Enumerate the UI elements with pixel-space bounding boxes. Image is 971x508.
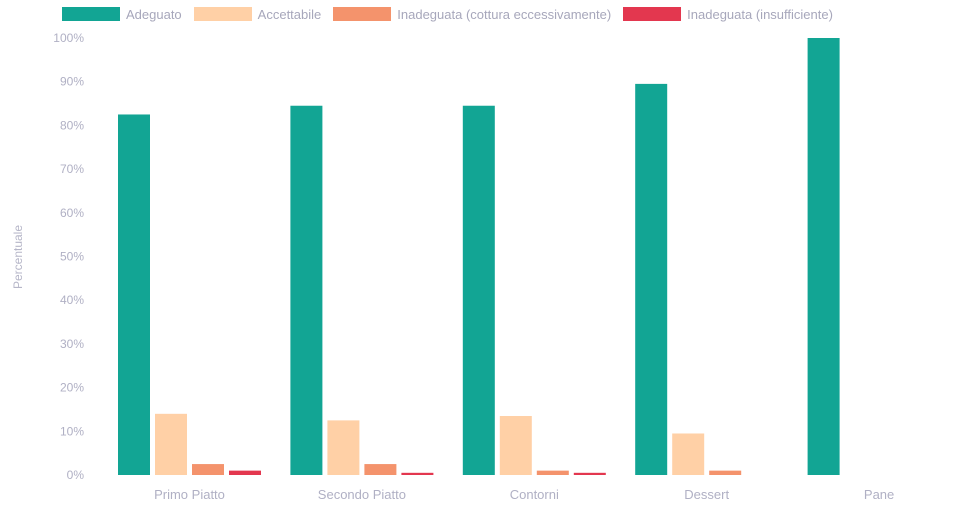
- bar-adeguato-primo-piatto[interactable]: [118, 114, 150, 475]
- y-tick-label: 50%: [60, 250, 84, 264]
- legend-label: Inadeguata (cottura eccessivamente): [397, 6, 612, 22]
- bar-inadeguata-insufficiente-primo-piatto[interactable]: [229, 470, 261, 475]
- legend-item-accettabile[interactable]: Accettabile: [193, 6, 322, 22]
- x-axis-categories: Primo Piatto Secondo Piatto Contorni Desser…: [154, 487, 894, 502]
- legend-label: Accettabile: [257, 6, 322, 22]
- y-tick-label: 80%: [60, 118, 84, 132]
- x-tick-label: Primo Piatto: [154, 487, 225, 502]
- bar-adeguato-pane[interactable]: [807, 38, 840, 475]
- x-tick-label: Dessert: [684, 487, 729, 502]
- legend-label: Adeguato: [126, 6, 182, 22]
- legend-swatch: [623, 7, 682, 21]
- legend-item-adeguato[interactable]: Adeguato: [62, 7, 182, 22]
- bar-accettabile-primo-piatto[interactable]: [155, 413, 187, 475]
- bar-adeguato-dessert[interactable]: [635, 83, 668, 475]
- y-axis-ticks: 0% 10% 20% 30% 40% 50% 60% 70% 80% 90% 100%: [53, 31, 84, 482]
- x-tick-label: Pane: [864, 487, 894, 502]
- x-tick-label: Secondo Piatto: [318, 487, 406, 502]
- bar-accettabile-dessert[interactable]: [672, 433, 705, 475]
- y-tick-label: 60%: [60, 206, 84, 220]
- y-tick-label: 20%: [60, 381, 84, 395]
- y-tick-label: 30%: [60, 337, 84, 351]
- y-tick-label: 0%: [67, 468, 85, 482]
- bar-inadeguata-insufficiente-secondo-piatto[interactable]: [401, 472, 434, 475]
- x-tick-label: Contorni: [510, 487, 559, 502]
- bar-inadeguata-cottura-eccessivamente-secondo-piatto[interactable]: [364, 464, 397, 475]
- y-tick-label: 70%: [60, 162, 84, 176]
- bar-accettabile-secondo-piatto[interactable]: [327, 420, 360, 475]
- legend-swatch: [62, 7, 120, 21]
- y-axis-label: Percentuale: [11, 225, 25, 289]
- bar-accettabile-contorni[interactable]: [499, 416, 532, 475]
- legend-item-inadeguata-cottura-eccessivamente[interactable]: Inadeguata (cottura eccessivamente): [333, 7, 611, 22]
- bar-adeguato-contorni[interactable]: [462, 105, 495, 476]
- y-tick-label: 100%: [53, 31, 84, 45]
- bars-group: [118, 38, 840, 476]
- bar-inadeguata-cottura-eccessivamente-contorni[interactable]: [536, 470, 569, 475]
- chart-legend: Adeguato Accettabile Inadeguata (cottura e…: [62, 4, 833, 24]
- legend-label: Inadeguata (insufficiente): [687, 6, 833, 22]
- legend-swatch: [333, 7, 392, 21]
- bar-adeguato-secondo-piatto[interactable]: [290, 105, 323, 476]
- bar-inadeguata-insufficiente-contorni[interactable]: [573, 472, 606, 475]
- legend-swatch: [193, 7, 252, 21]
- legend-item-inadeguata-insufficiente[interactable]: Inadeguata (insufficiente): [623, 7, 833, 22]
- y-tick-label: 10%: [60, 424, 84, 438]
- bar-inadeguata-cottura-eccessivamente-primo-piatto[interactable]: [192, 464, 224, 475]
- bar-inadeguata-cottura-eccessivamente-dessert[interactable]: [709, 470, 742, 475]
- y-tick-label: 90%: [60, 75, 84, 89]
- y-tick-label: 40%: [60, 293, 84, 307]
